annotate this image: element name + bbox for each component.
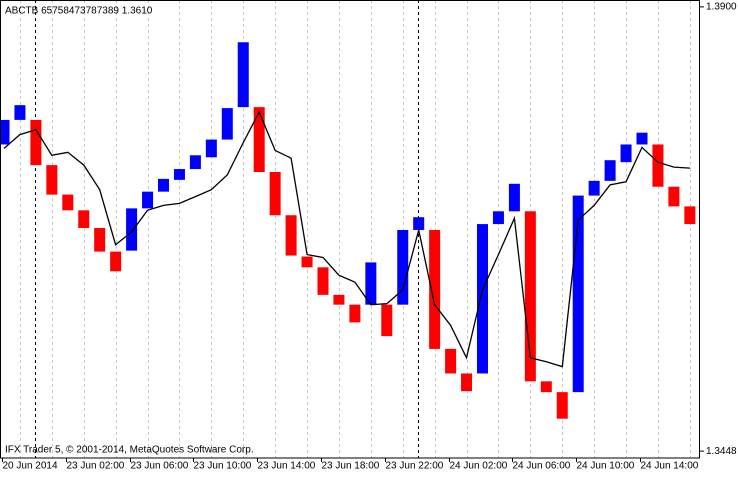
bar-body (46, 165, 58, 195)
bar-body (684, 206, 696, 225)
x-tick-label: 24 Jun 14:00 (641, 461, 699, 472)
moving-average-line (3, 110, 690, 368)
bar-body (317, 267, 329, 295)
x-tick-label: 23 Jun 10:00 (194, 461, 252, 472)
x-tick-label: 23 Jun 06:00 (131, 461, 189, 472)
x-tick-label: 20 Jun 2014 (3, 461, 58, 472)
copyright: IFX Trader 5, © 2001-2014, MetaQuotes So… (5, 445, 254, 456)
bar-body (221, 108, 233, 140)
bar-body (94, 228, 106, 252)
bar-body (189, 155, 201, 170)
bar-body (492, 211, 504, 225)
bar-body (652, 144, 664, 187)
bar-body (158, 178, 169, 192)
bar-body (126, 208, 138, 251)
bar-body (445, 348, 457, 374)
bar-body (205, 139, 217, 158)
bar-body (78, 210, 90, 229)
bar-body (110, 251, 122, 272)
bar-body (333, 294, 345, 305)
bar-body (620, 144, 632, 163)
x-tick-label: 23 Jun 18:00 (322, 461, 380, 472)
bar-body (413, 217, 425, 230)
bar-body (524, 211, 536, 382)
bar-body (30, 119, 42, 166)
bar-body (540, 381, 552, 393)
plot-frame (0, 0, 700, 459)
bar-body (253, 107, 265, 172)
bar-body (0, 119, 10, 145)
bar-body (173, 169, 185, 180)
y-tick-label: 1.3448 (706, 446, 737, 457)
bar-body (365, 262, 377, 305)
bar-body (477, 224, 488, 374)
bar-body (285, 215, 297, 256)
bar-body (556, 392, 568, 419)
bar-body (14, 105, 26, 120)
bar-body (381, 304, 393, 337)
y-tick-label: 1.3900 (706, 2, 737, 13)
bar-body (636, 132, 648, 145)
chart-header: ABCTB 65758473787389 1.3610 (5, 6, 153, 17)
bar-body (588, 180, 600, 196)
plot (0, 42, 696, 419)
bar-body (429, 229, 441, 349)
x-tick-label: 24 Jun 10:00 (577, 461, 635, 472)
bar-body (301, 256, 313, 268)
bar-body (668, 186, 680, 207)
x-tick-label: 24 Jun 06:00 (513, 461, 571, 472)
bar-body (237, 42, 249, 108)
x-tick-label: 23 Jun 14:00 (258, 461, 316, 472)
bar-body (269, 171, 281, 216)
bar-body (461, 373, 473, 392)
bar-body (604, 160, 616, 181)
bar-body (142, 191, 154, 209)
x-tick-label: 23 Jun 02:00 (67, 461, 125, 472)
x-tick-label: 23 Jun 22:00 (386, 461, 444, 472)
bar-body (508, 183, 520, 212)
bar-body (62, 194, 74, 211)
bar-body (349, 304, 361, 323)
bar-body (572, 195, 584, 393)
x-tick-label: 24 Jun 02:00 (450, 461, 508, 472)
bar-body (397, 229, 409, 305)
